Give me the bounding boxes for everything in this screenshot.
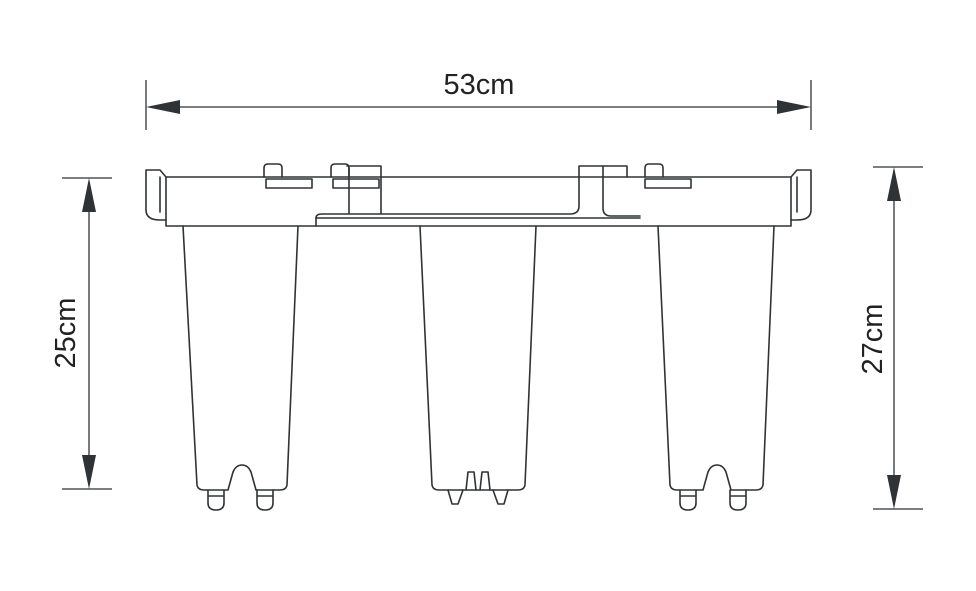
leg-center-foot-b xyxy=(492,489,509,505)
frame-body xyxy=(165,176,792,227)
leg-left-foot-b xyxy=(256,489,274,511)
width-arrow-left xyxy=(146,100,180,114)
clip-right xyxy=(644,163,664,178)
clip-right-slot xyxy=(644,178,692,189)
leg-left-body xyxy=(182,225,299,491)
width-arrow-right xyxy=(777,100,811,114)
clip-left xyxy=(263,163,283,178)
clip-center-left-slot xyxy=(332,178,380,189)
center-joint-top-right xyxy=(602,165,628,178)
leg-right-foot-b xyxy=(729,489,747,511)
left-height-dimension: 25cm xyxy=(50,177,112,490)
clip-center-bracket xyxy=(346,165,382,214)
right-height-dimension: 27cm xyxy=(857,166,923,510)
leg-center-foot-a xyxy=(447,489,464,505)
leg-left-foot-a xyxy=(207,489,225,511)
width-dimension: 53cm xyxy=(145,69,812,130)
left-height-label: 25cm xyxy=(50,298,82,369)
leg-right-body xyxy=(657,225,775,491)
width-label: 53cm xyxy=(444,69,515,101)
top-frame xyxy=(145,163,812,227)
right-height-arrow-top xyxy=(887,167,901,201)
right-height-arrow-bottom xyxy=(887,475,901,509)
leg-center-notch-b xyxy=(479,471,491,491)
center-joint-curve xyxy=(602,176,641,217)
right-height-label: 27cm xyxy=(857,304,889,375)
leg-left xyxy=(182,225,299,511)
leg-right xyxy=(657,225,775,511)
leg-center xyxy=(419,225,537,505)
frame-right-lip xyxy=(790,169,812,221)
inner-panel xyxy=(315,176,580,227)
left-height-arrow-bottom xyxy=(82,455,96,489)
left-height-arrow-top xyxy=(82,178,96,212)
leg-right-foot-a xyxy=(679,489,697,511)
leg-center-notch-a xyxy=(465,471,477,491)
leg-center-body xyxy=(419,225,537,491)
center-joint-top xyxy=(578,165,604,178)
stand-outline xyxy=(145,163,812,511)
frame-left-lip xyxy=(145,169,167,221)
clip-left-slot xyxy=(265,178,313,189)
